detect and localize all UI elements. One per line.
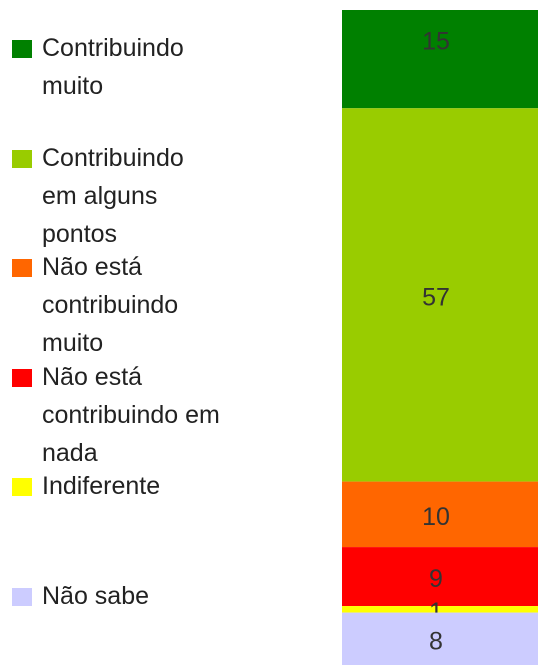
bar-segment [342, 612, 538, 665]
legend-swatch [12, 588, 32, 606]
legend-swatch [12, 149, 32, 168]
legend-swatch [12, 259, 32, 278]
data-label: 57 [422, 284, 450, 312]
data-label: 9 [429, 565, 443, 593]
legend-swatch [12, 368, 32, 387]
legend-item: Contribuindo muito [12, 29, 222, 105]
bar-segment [342, 108, 538, 482]
legend-item: Não está contribuindo em nada [12, 358, 222, 472]
legend-swatch [12, 40, 32, 58]
legend-item: Não está contribuindo muito [12, 248, 222, 362]
legend-item: Contribuindo em alguns pontos [12, 139, 222, 253]
legend-label: Não sabe [42, 582, 150, 610]
legend-label: Contribuindo em alguns pontos [42, 143, 184, 248]
legend-item: Não sabe [12, 577, 222, 615]
legend-label: Indiferente [42, 472, 161, 501]
bar-segment [342, 10, 538, 109]
bar-segment [342, 547, 538, 607]
legend-swatch [12, 478, 32, 497]
legend-item: Indiferente [12, 467, 222, 505]
data-label: 10 [422, 503, 450, 531]
bar-segment [342, 481, 538, 548]
data-label: 8 [429, 627, 443, 655]
legend-label: Contribuindo muito [42, 34, 184, 100]
data-label: 15 [422, 28, 450, 56]
legend-label: Não está contribuindo muito [42, 253, 179, 358]
legend-label: Não está contribuindo em nada [42, 362, 220, 467]
bar-segment [342, 606, 538, 613]
